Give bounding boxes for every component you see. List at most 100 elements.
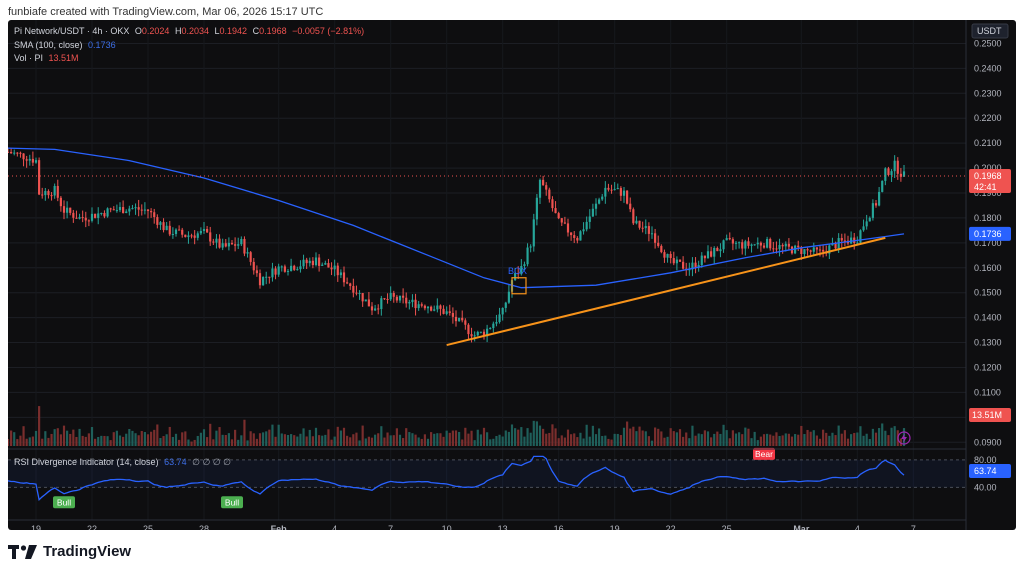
x-tick-label: Mar (793, 524, 810, 530)
x-tick-label: 4 (855, 524, 860, 530)
candle-body (265, 276, 268, 278)
candle-body (62, 206, 66, 213)
candle-body (865, 221, 868, 227)
tradingview-logo[interactable]: TradingView (8, 543, 131, 560)
candle-body (675, 259, 678, 264)
candle-body (890, 171, 893, 175)
volume-bar (106, 436, 109, 446)
volume-bar (747, 428, 750, 446)
volume-bar (868, 439, 871, 446)
volume-bar (688, 438, 691, 446)
candle-body (818, 249, 822, 251)
volume-bar (781, 435, 784, 446)
bear-signal[interactable] (753, 447, 775, 460)
trendline[interactable] (446, 236, 886, 347)
candle-body (342, 272, 346, 283)
y-tick-label: 0.1400 (974, 313, 1002, 323)
volume-bar (557, 438, 560, 446)
y-tick-label: 0.2300 (974, 88, 1002, 98)
candle-body (899, 173, 902, 177)
candle-body (654, 233, 657, 243)
candle-body (523, 264, 526, 267)
x-tick-label: 10 (442, 524, 452, 530)
volume-bar (258, 433, 262, 446)
currency-button[interactable] (971, 23, 1009, 39)
signal-label: Bear (755, 449, 773, 459)
legend-vol-row: Vol · PI 13.51M (14, 53, 79, 63)
volume-bar (554, 428, 557, 446)
candle-body (118, 207, 122, 211)
rsi-value-tag (969, 464, 1011, 479)
bull-signal[interactable] (221, 496, 243, 509)
candle-body (607, 187, 610, 190)
candle-body (41, 194, 44, 196)
volume-bar (616, 433, 619, 446)
volume-bar (215, 430, 218, 446)
volume-bar (255, 438, 258, 446)
candle-body (34, 160, 38, 163)
candle-body (349, 283, 352, 287)
volume-bar (377, 433, 380, 446)
box-label: BOX (508, 266, 527, 276)
symbol-name[interactable]: Pi Network/USDT · 4h · OKX (14, 26, 130, 36)
bull-signal[interactable] (53, 496, 75, 509)
candle-body (109, 208, 112, 210)
candle-body (598, 199, 601, 204)
chart-canvas[interactable]: BOX 80.00 40.00 63.74 Bull Bull Bear 0.2500 0.… (8, 20, 1016, 530)
volume-bar (635, 431, 638, 446)
volume-bar (339, 430, 342, 446)
candle-body (464, 320, 467, 325)
rsi-label[interactable]: RSI Divergence Indicator (14, close) (14, 457, 159, 467)
candle-body (436, 305, 439, 310)
volume-bar (47, 437, 50, 446)
candle-body (566, 223, 570, 233)
open-label: O (134, 26, 142, 36)
candle-body (364, 299, 367, 302)
volume-bar (641, 430, 644, 446)
candle-body (146, 209, 150, 212)
volume-bar (190, 441, 193, 446)
volume-bar (486, 432, 489, 446)
candle-body (81, 217, 84, 219)
volume-bar (128, 429, 131, 446)
candle-body (22, 153, 25, 160)
rsi-value: 63.74 (164, 457, 187, 467)
candle-body (106, 208, 109, 217)
candle-body (230, 242, 234, 245)
volume-bar (899, 438, 902, 446)
candle-body (38, 160, 41, 195)
lightning-icon[interactable] (897, 431, 911, 445)
volume-bar (218, 427, 221, 446)
candle-body (822, 249, 825, 252)
chart-frame[interactable]: BOX 80.00 40.00 63.74 Bull Bull Bear 0.2500 0.… (8, 20, 1016, 530)
volume-bar (181, 432, 184, 446)
close-label: C (252, 26, 260, 36)
volume-bar (728, 438, 731, 446)
candle-body (741, 242, 744, 249)
candle-body (545, 185, 548, 190)
volume-bar (560, 435, 563, 446)
candle-body (28, 158, 31, 161)
volume-bar (361, 425, 364, 446)
candle-body (268, 276, 271, 278)
volume-bar (134, 433, 137, 446)
candle-body (871, 203, 874, 218)
volume-bar (467, 433, 470, 446)
volume-bar (660, 431, 663, 446)
candle-body (398, 295, 402, 301)
volume-bar (383, 437, 386, 446)
volume-bar (501, 436, 504, 446)
candle-body (78, 217, 81, 219)
box-drawing[interactable] (511, 277, 527, 295)
sma-label[interactable]: SMA (100, close) (14, 40, 83, 50)
vol-label[interactable]: Vol · PI (14, 53, 44, 63)
candle-body (632, 209, 635, 224)
volume-bar (349, 437, 352, 446)
header-caption: funbiafe created with TradingView.com, M… (8, 6, 324, 18)
candle-body (458, 317, 461, 322)
volume-bar (286, 434, 290, 446)
candle-body (122, 207, 125, 214)
candle-body (190, 235, 193, 237)
candle-body (470, 334, 473, 337)
volume-bar (296, 436, 299, 446)
